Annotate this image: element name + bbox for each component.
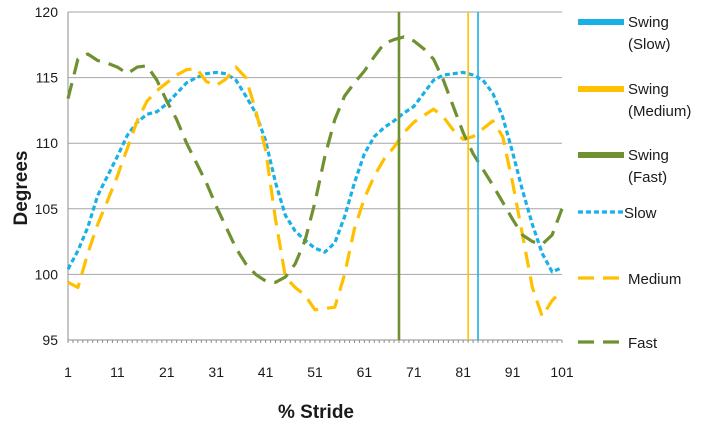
y-tick-labels: 95 100 105 110 115 120 [35,4,59,348]
x-tick-label-41: 41 [258,364,274,380]
x-tick-label-71: 71 [406,364,422,380]
legend-label: Swing [628,81,669,98]
legend-item-3: Slow [578,205,657,222]
legend: Swing (Slow) Swing (Medium) Swing (Fast) Slow M… [578,14,691,352]
legend-sublabel: (Fast) [628,169,667,186]
x-tick-label-91: 91 [505,364,521,380]
y-tick-label-100: 100 [35,266,59,282]
x-tick-label-31: 31 [208,364,224,380]
legend-sublabel: (Slow) [628,36,671,53]
legend-label: Swing [628,14,669,31]
series-line-medium [67,65,564,318]
series-line-slow [66,70,563,274]
y-tick-label-120: 120 [35,4,59,20]
legend-item-4: Medium [578,271,681,288]
x-tick-label-21: 21 [159,364,175,380]
axes [67,12,563,343]
series-line-fast [66,35,564,284]
legend-label: Medium [628,271,681,288]
x-tick-label-81: 81 [455,364,471,380]
y-tick-label-115: 115 [36,70,59,86]
y-tick-label-105: 105 [35,201,59,217]
legend-item-5: Fast [578,335,658,352]
legend-label: Swing [628,147,669,164]
y-axis-title: Degrees [11,151,32,226]
x-tick-label-61: 61 [357,364,373,380]
x-tick-label-1: 1 [64,364,72,380]
legend-swatch [578,86,624,92]
legend-label: Fast [628,335,658,352]
x-tick-label-51: 51 [307,364,323,380]
x-tick-labels: 1 11 21 31 41 51 61 71 81 91 101 [64,364,574,380]
legend-label: Slow [624,205,657,222]
series-lines [66,35,564,318]
legend-sublabel: (Medium) [628,103,691,120]
legend-item-0: Swing (Slow) [578,14,671,53]
legend-swatch [578,152,624,158]
legend-item-1: Swing (Medium) [578,81,691,120]
x-tick-label-101: 101 [550,364,574,380]
x-tick-label-11: 11 [110,364,125,380]
y-tick-label-95: 95 [42,332,58,348]
legend-swatch [578,19,624,25]
y-tick-label-110: 110 [36,135,59,151]
x-axis-title: % Stride [278,402,354,423]
legend-item-2: Swing (Fast) [578,147,669,186]
swing-markers [397,12,479,340]
